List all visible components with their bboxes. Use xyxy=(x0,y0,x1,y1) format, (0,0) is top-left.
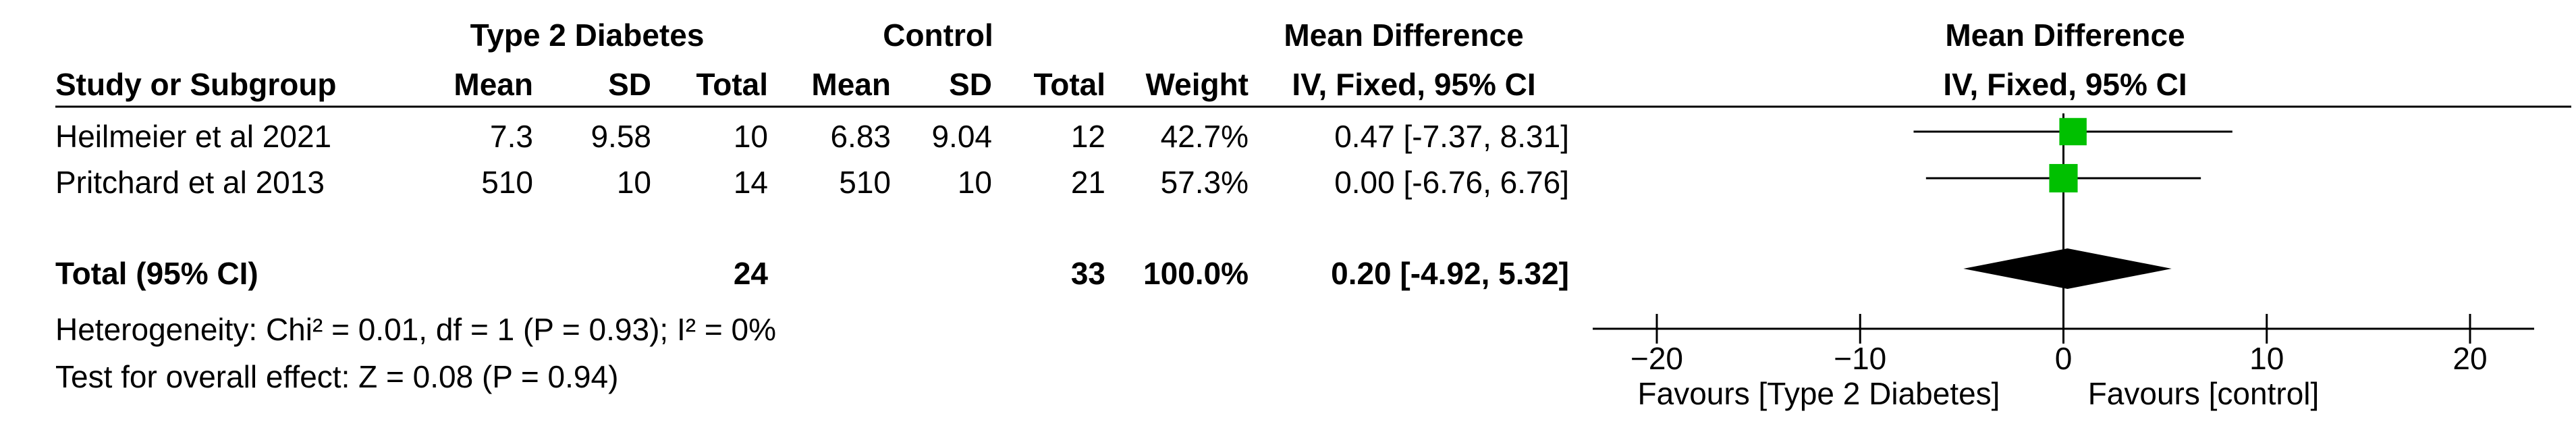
study-name-2: Pritchard et al 2013 xyxy=(55,165,325,200)
study-1-ctrl-mean: 6.83 xyxy=(830,119,891,154)
favours-right-label: Favours [control] xyxy=(2087,376,2320,411)
effect-header-title: Mean Difference xyxy=(1284,18,1524,53)
study-marker-1 xyxy=(2059,117,2087,146)
total-ctrl-total: 33 xyxy=(1070,256,1105,291)
col-header-ctrl-mean: Mean xyxy=(811,67,891,102)
overall-effect-text: Test for overall effect: Z = 0.08 (P = 0… xyxy=(55,359,619,394)
x-axis-tick-label-0: −20 xyxy=(1630,341,1683,376)
study-1-ctrl-total: 12 xyxy=(1070,119,1105,154)
favours-left-label: Favours [Type 2 Diabetes] xyxy=(1637,376,2000,411)
study-1-ci-text: 0.47 [-7.37, 8.31] xyxy=(1334,119,1569,154)
col-header-exp-sd: SD xyxy=(608,67,651,102)
pooled-diamond xyxy=(1963,248,2172,289)
col-header-study: Study or Subgroup xyxy=(55,67,337,102)
x-axis-tick-label-4: 20 xyxy=(2452,341,2487,376)
study-name-1: Heilmeier et al 2021 xyxy=(55,119,332,154)
group-header-control: Control xyxy=(883,18,993,53)
col-header-exp-total: Total xyxy=(696,67,768,102)
total-weight: 100.0% xyxy=(1143,256,1249,291)
plot-header-title: Mean Difference xyxy=(1945,18,2185,53)
study-1-exp-mean: 7.3 xyxy=(490,119,533,154)
plot-header-method: IV, Fixed, 95% CI xyxy=(1943,67,2187,102)
col-header-exp-mean: Mean xyxy=(454,67,533,102)
study-1-exp-sd: 9.58 xyxy=(591,119,651,154)
total-exp-total: 24 xyxy=(733,256,768,291)
x-axis-tick-label-1: −10 xyxy=(1834,341,1886,376)
study-2-ctrl-total: 21 xyxy=(1070,165,1105,200)
x-axis-tick-label-2: 0 xyxy=(2055,341,2073,376)
study-2-ctrl-sd: 10 xyxy=(957,165,992,200)
forest-plot-marks: −20 −10 0 10 20 xyxy=(1593,113,2534,376)
col-header-ctrl-total: Total xyxy=(1033,67,1105,102)
study-1-ctrl-sd: 9.04 xyxy=(931,119,992,154)
study-2-exp-total: 14 xyxy=(733,165,768,200)
study-2-exp-mean: 510 xyxy=(481,165,533,200)
total-label: Total (95% CI) xyxy=(55,256,258,291)
study-2-ci-text: 0.00 [-6.76, 6.76] xyxy=(1334,165,1569,200)
study-2-ctrl-mean: 510 xyxy=(839,165,891,200)
study-2-exp-sd: 10 xyxy=(616,165,651,200)
study-marker-2 xyxy=(2049,163,2078,193)
col-header-weight: Weight xyxy=(1145,67,1249,102)
heterogeneity-text: Heterogeneity: Chi² = 0.01, df = 1 (P = … xyxy=(55,312,776,347)
study-2-weight: 57.3% xyxy=(1160,165,1249,200)
col-header-ctrl-sd: SD xyxy=(949,67,992,102)
x-axis-tick-label-3: 10 xyxy=(2249,341,2284,376)
total-ci-text: 0.20 [-4.92, 5.32] xyxy=(1331,256,1569,291)
study-1-exp-total: 10 xyxy=(733,119,768,154)
col-header-effect-method: IV, Fixed, 95% CI xyxy=(1292,67,1536,102)
group-header-type2-diabetes: Type 2 Diabetes xyxy=(470,18,705,53)
study-1-weight: 42.7% xyxy=(1160,119,1249,154)
